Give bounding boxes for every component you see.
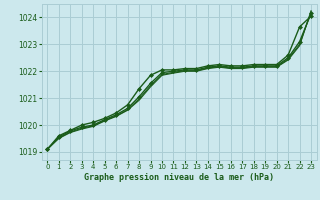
X-axis label: Graphe pression niveau de la mer (hPa): Graphe pression niveau de la mer (hPa)	[84, 173, 274, 182]
